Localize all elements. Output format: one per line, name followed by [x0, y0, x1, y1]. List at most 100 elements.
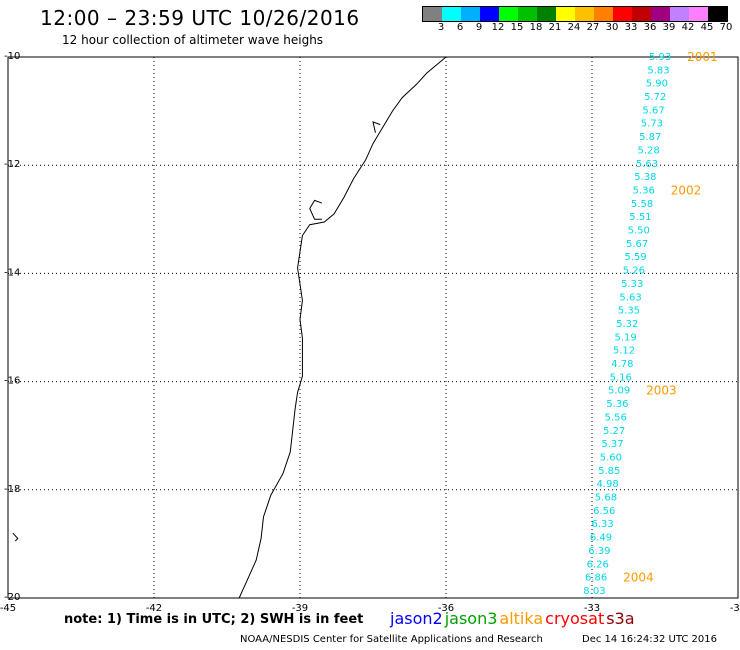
legend-label: 36 [643, 22, 657, 33]
satellite-jason3: jason3 [444, 609, 498, 628]
legend-label: 21 [548, 22, 562, 33]
swh-value: 5.83 [647, 65, 669, 76]
lat-tick-label: -12 [4, 159, 20, 170]
swh-value: 4.78 [611, 359, 633, 370]
map-frame [7, 56, 739, 599]
lon-tick-label: -42 [146, 603, 162, 614]
swh-value: 6.26 [587, 559, 609, 570]
swh-value: 5.67 [626, 239, 648, 250]
swh-value: 5.63 [636, 159, 658, 170]
swh-value: 5.67 [642, 105, 664, 116]
swh-value: 5.38 [634, 172, 656, 183]
coastline [238, 56, 447, 599]
lon-tick-label: -45 [0, 603, 16, 614]
legend-label: 33 [624, 22, 638, 33]
legend-swatch [499, 7, 518, 21]
legend-label: 30 [605, 22, 619, 33]
swh-value: 5.85 [598, 466, 620, 477]
legend-swatch [670, 7, 689, 21]
legend-label: 45 [700, 22, 714, 33]
bay-outline [309, 199, 323, 220]
time-label: 2003 [646, 384, 677, 398]
satellite-legend: jason2 jason3 altika cryosat s3a [390, 609, 637, 628]
swh-value: 5.36 [606, 399, 628, 410]
island-outline [12, 532, 19, 542]
swh-value: 6.56 [593, 506, 615, 517]
legend-label: 42 [681, 22, 695, 33]
swh-value: 5.87 [639, 132, 661, 143]
legend-swatch [613, 7, 632, 21]
legend-swatch [423, 7, 442, 21]
legend-label: 9 [475, 22, 483, 33]
legend-swatch [689, 7, 708, 21]
legend-label: 39 [662, 22, 676, 33]
footer-timestamp: Dec 14 16:24:32 UTC 2016 [582, 634, 717, 645]
swh-value: 8.03 [583, 586, 605, 597]
swh-value: 5.60 [600, 452, 622, 463]
swh-value: 5.56 [605, 412, 627, 423]
legend-swatch [556, 7, 575, 21]
satellite-cryosat: cryosat [545, 609, 605, 628]
lon-tick-label: -30 [730, 603, 740, 614]
legend-label: 6 [456, 22, 464, 33]
swh-value: 5.27 [603, 426, 625, 437]
swh-value: 5.58 [631, 199, 653, 210]
map-subtitle: 12 hour collection of altimeter wave hei… [62, 33, 324, 47]
lon-tick-label: -33 [584, 603, 600, 614]
swh-value: 5.68 [595, 493, 617, 504]
lat-tick-label: -20 [4, 592, 20, 603]
lat-tick-label: -18 [4, 484, 20, 495]
swh-value: 5.19 [615, 332, 637, 343]
swh-value: 6.49 [590, 533, 612, 544]
swh-value: 6.39 [588, 546, 610, 557]
swh-value: 5.36 [633, 185, 655, 196]
swh-value: 5.72 [644, 92, 666, 103]
satellite-altika: altika [499, 609, 544, 628]
time-label: 2001 [687, 50, 718, 64]
legend-swatch [461, 7, 480, 21]
swh-value: 5.59 [624, 252, 646, 263]
lon-tick-label: -39 [292, 603, 308, 614]
map-title: 12:00 – 23:59 UTC 10/26/2016 [40, 6, 360, 30]
lon-tick-label: -36 [438, 603, 454, 614]
swh-value: 5.12 [613, 346, 635, 357]
swh-value: 5.26 [623, 266, 645, 277]
legend-label: 15 [510, 22, 524, 33]
lat-tick-label: -10 [4, 51, 20, 62]
satellite-s3a: s3a [606, 609, 635, 628]
swh-value: 5.37 [601, 439, 623, 450]
legend-swatch [575, 7, 594, 21]
color-legend [422, 6, 728, 22]
swh-value: 5.73 [641, 119, 663, 130]
legend-swatch [537, 7, 556, 21]
legend-label: 18 [529, 22, 543, 33]
legend-swatch [708, 7, 727, 21]
lat-tick-label: -16 [4, 376, 20, 387]
swh-value: 5.51 [629, 212, 651, 223]
footer-credit: NOAA/NESDIS Center for Satellite Applica… [240, 634, 543, 645]
legend-label: 27 [586, 22, 600, 33]
legend-swatch [594, 7, 613, 21]
note-text: note: 1) Time is in UTC; 2) SWH is in fe… [64, 612, 364, 627]
legend-label: 3 [437, 22, 445, 33]
estuary-outline [372, 121, 381, 133]
legend-swatch [651, 7, 670, 21]
swh-value: 5.33 [621, 279, 643, 290]
legend-swatch [518, 7, 537, 21]
swh-value: 5.93 [649, 52, 671, 63]
swh-value: 5.16 [610, 372, 632, 383]
swh-value: 4.98 [596, 479, 618, 490]
swh-value: 5.50 [628, 226, 650, 237]
lat-tick-label: -14 [4, 267, 20, 278]
swh-value: 5.28 [638, 145, 660, 156]
legend-swatch [480, 7, 499, 21]
swh-value: 5.09 [608, 386, 630, 397]
legend-swatch [632, 7, 651, 21]
swh-value: 5.90 [646, 79, 668, 90]
swh-value: 5.63 [619, 292, 641, 303]
time-label: 2002 [671, 183, 702, 197]
swh-value: 5.32 [616, 319, 638, 330]
legend-label: 70 [719, 22, 733, 33]
